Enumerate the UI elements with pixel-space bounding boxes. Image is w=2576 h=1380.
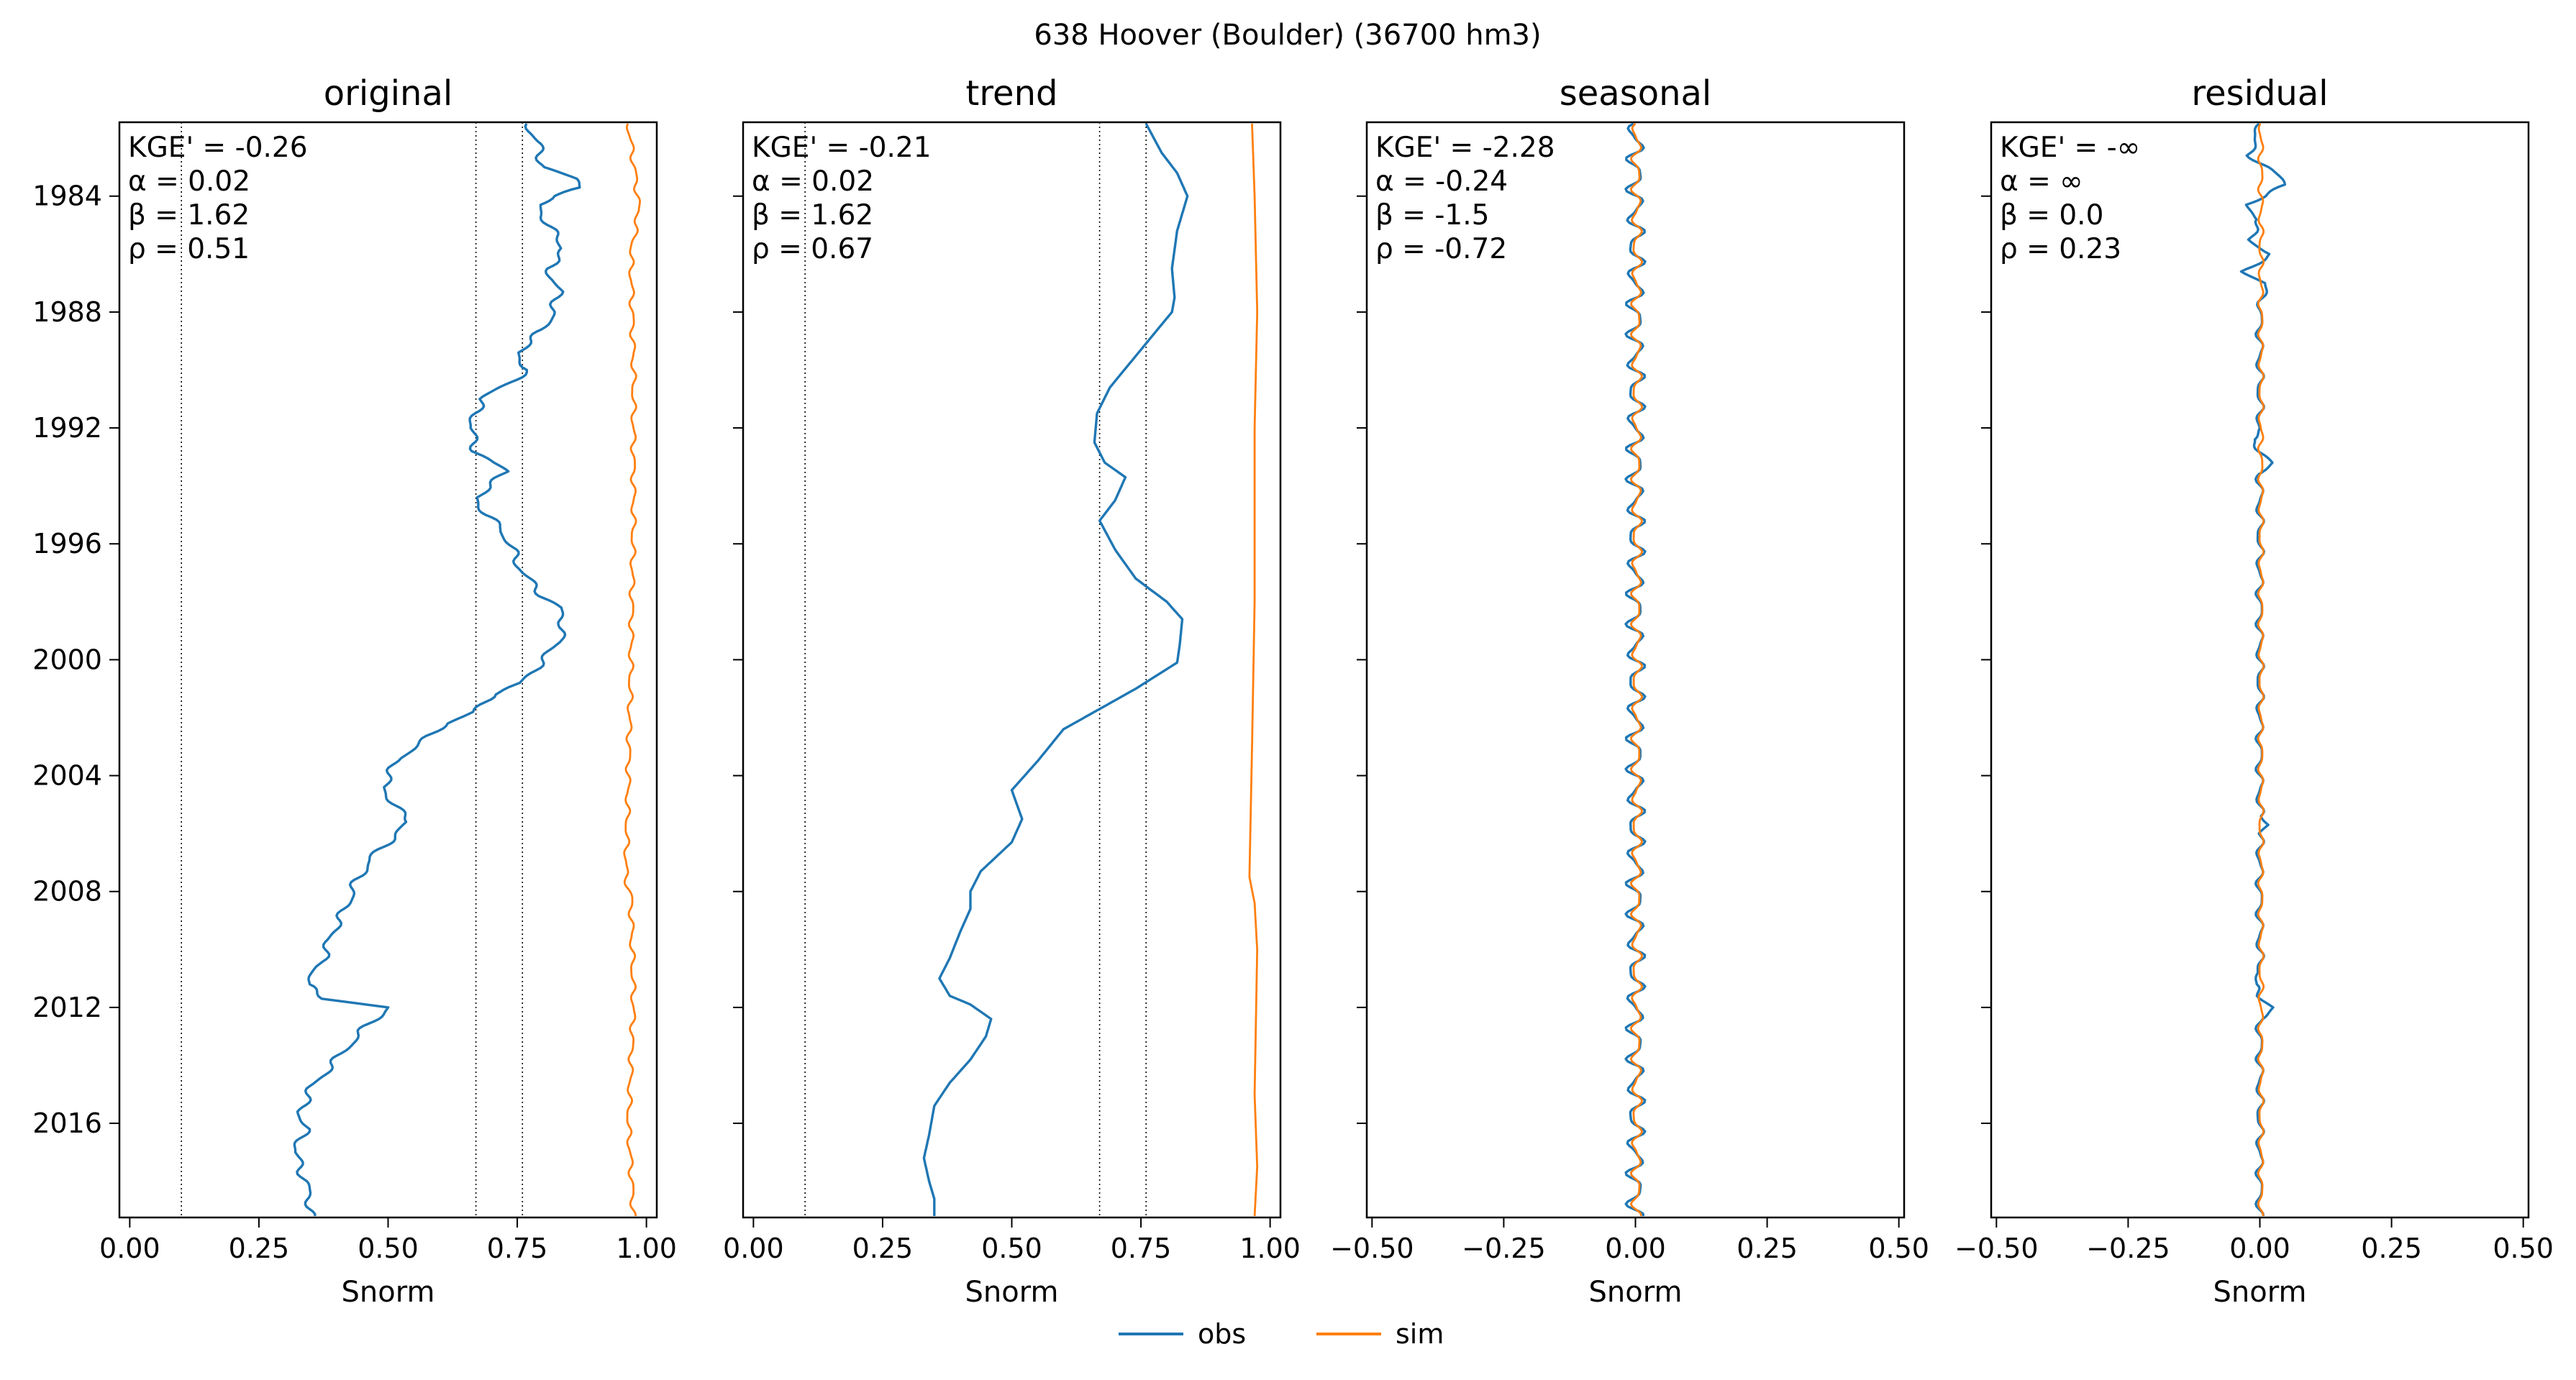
- x-tick-label: 0.25: [229, 1233, 290, 1264]
- x-tick-label: 0.25: [2361, 1233, 2422, 1264]
- series-line-sim: [1248, 123, 1259, 1217]
- panel-title: trend: [966, 73, 1058, 114]
- panel-seasonal: seasonal −0.50 −0.25 0.00 0.25 0.50 Snorm KGE' …: [1330, 73, 1929, 1309]
- stat-annotation: ρ = 0.23: [2000, 233, 2121, 265]
- x-axis-label: Snorm: [965, 1276, 1059, 1309]
- x-tick-label: 0.00: [99, 1233, 160, 1264]
- x-tick-label: 0.75: [1111, 1233, 1172, 1264]
- x-axis-label: Snorm: [342, 1276, 435, 1309]
- legend-obs-label: obs: [1198, 1318, 1246, 1350]
- x-axis-label: Snorm: [2213, 1276, 2307, 1309]
- stat-annotation: KGE' = -2.28: [1375, 132, 1555, 164]
- y-tick-label: 2012: [32, 992, 102, 1023]
- x-tick-label: 0.50: [1868, 1233, 1929, 1264]
- legend-sim-label: sim: [1396, 1318, 1444, 1350]
- x-tick-label: 0.00: [1605, 1233, 1666, 1264]
- axes-frame: [742, 121, 1282, 1219]
- y-tick-label: 2016: [32, 1107, 102, 1139]
- x-tick-label: 1.00: [616, 1233, 677, 1264]
- x-tick-label: 0.25: [1737, 1233, 1798, 1264]
- stat-annotation: β = 1.62: [128, 199, 250, 232]
- stat-annotation: KGE' = -∞: [2000, 132, 2140, 164]
- stat-annotation: KGE' = -0.21: [752, 132, 932, 164]
- x-tick-label: 0.50: [358, 1233, 419, 1264]
- panel-original: original 0.00 0.25 0.50 0.75 1.00 1984 1988 1992…: [32, 73, 677, 1309]
- panel-title: seasonal: [1560, 73, 1712, 114]
- series-line-sim: [1629, 122, 1644, 1217]
- figure-title: 638 Hoover (Boulder) (36700 hm3): [1034, 19, 1541, 52]
- x-tick-label: −0.25: [1462, 1233, 1545, 1264]
- axes-frame: [118, 121, 658, 1219]
- stat-annotation: α = -0.24: [1375, 165, 1508, 198]
- y-tick-label: 2004: [32, 760, 102, 792]
- stat-annotation: α = ∞: [2000, 165, 2083, 198]
- y-tick-label: 1988: [32, 296, 102, 328]
- stat-annotation: ρ = 0.51: [128, 233, 250, 265]
- legend: obs sim: [1119, 1318, 1444, 1350]
- panel-title: original: [324, 73, 452, 114]
- x-tick-label: 0.75: [487, 1233, 548, 1264]
- y-tick-label: 1992: [32, 412, 102, 444]
- y-tick-label: 1984: [32, 181, 102, 212]
- panel-trend: trend 0.00 0.25 0.50 0.75 1.00 Snorm KGE' = -0.…: [723, 73, 1301, 1309]
- series-line-obs: [293, 123, 581, 1217]
- x-tick-label: −0.50: [1330, 1233, 1414, 1264]
- x-tick-label: 0.25: [852, 1233, 914, 1264]
- y-tick-label: 2000: [32, 644, 102, 675]
- series-line-sim: [623, 123, 641, 1217]
- x-tick-label: 1.00: [1239, 1233, 1301, 1264]
- stat-annotation: ρ = 0.67: [752, 233, 873, 265]
- panel-residual: residual −0.50 −0.25 0.00 0.25 0.50 Snorm KGE' …: [1954, 73, 2554, 1309]
- x-tick-label: −0.25: [2086, 1233, 2170, 1264]
- stat-annotation: α = 0.02: [128, 165, 250, 198]
- stat-annotation: ρ = -0.72: [1375, 233, 1507, 265]
- stat-annotation: β = -1.5: [1375, 199, 1489, 232]
- x-axis-label: Snorm: [1589, 1276, 1683, 1309]
- x-tick-label: 0.50: [981, 1233, 1042, 1264]
- panel-title: residual: [2191, 73, 2328, 114]
- series-line-sim: [2257, 123, 2265, 1217]
- stat-annotation: β = 0.0: [2000, 199, 2103, 232]
- y-tick-label: 1996: [32, 528, 102, 559]
- series-line-obs: [922, 123, 1189, 1216]
- y-tick-label: 2008: [32, 876, 102, 908]
- stat-annotation: KGE' = -0.26: [128, 132, 308, 164]
- stat-annotation: α = 0.02: [752, 165, 874, 198]
- x-tick-label: 0.00: [2229, 1233, 2290, 1264]
- stat-annotation: β = 1.62: [752, 199, 873, 232]
- x-tick-label: 0.50: [2493, 1233, 2554, 1264]
- x-tick-label: 0.00: [723, 1233, 784, 1264]
- x-tick-label: −0.50: [1954, 1233, 2038, 1264]
